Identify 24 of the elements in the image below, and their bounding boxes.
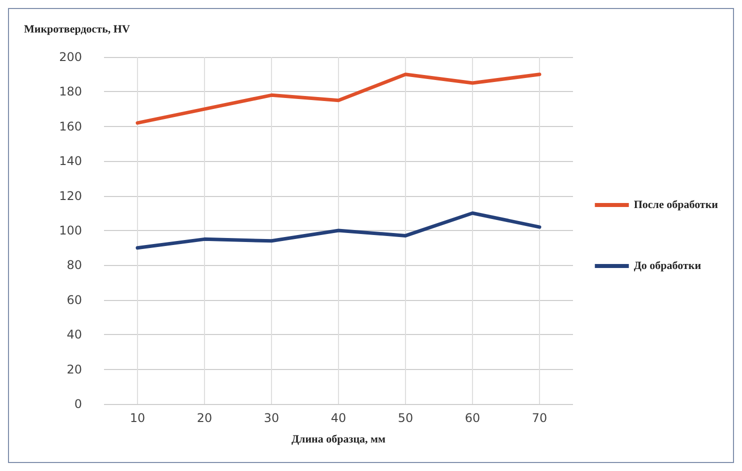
y-tick-label: 60 (66, 292, 82, 307)
legend-label: После обработки (634, 199, 719, 211)
x-tick-label: 40 (330, 411, 346, 425)
x-tick-label: 20 (196, 411, 212, 425)
y-tick-label: 200 (59, 50, 82, 64)
x-axis-title: Длина образца, мм (291, 434, 386, 446)
x-tick-label: 10 (130, 411, 146, 425)
y-tick-label: 20 (66, 362, 82, 376)
y-tick-label: 180 (59, 84, 82, 99)
y-axis-title: Микротвердость, HV (24, 24, 130, 36)
x-tick-label: 50 (398, 411, 414, 425)
legend-label: До обработки (634, 260, 702, 272)
x-tick-label: 30 (264, 411, 280, 425)
y-tick-label: 40 (66, 328, 82, 342)
line-series (136, 211, 542, 250)
y-tick-label: 140 (59, 154, 82, 168)
y-tick-label: 100 (59, 224, 82, 238)
y-tick-label: 120 (59, 188, 82, 203)
y-tick-label: 160 (59, 119, 82, 134)
y-tick-label: 0 (74, 397, 82, 411)
x-tick-label: 60 (464, 411, 480, 425)
x-tick-label: 70 (532, 411, 548, 425)
line-series (136, 72, 542, 125)
y-tick-label: 80 (66, 258, 82, 272)
